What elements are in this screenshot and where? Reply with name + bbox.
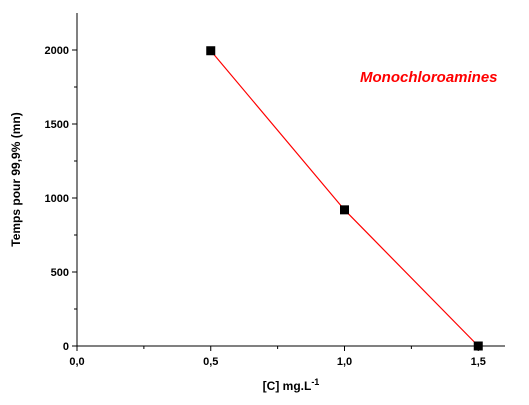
x-tick-label: 1,0 — [337, 356, 352, 368]
x-axis-title-superscript: -1 — [311, 377, 319, 387]
x-tick-label: 0,0 — [69, 356, 84, 368]
series-annotation: Monochloroamines — [360, 69, 498, 86]
series-line — [210, 50, 479, 347]
x-tick-label: 0,5 — [203, 356, 218, 368]
x-axis-title-text: [C] mg.L — [263, 379, 312, 393]
y-tick-label: 1500 — [45, 119, 69, 131]
x-tick-label: 1,5 — [471, 356, 486, 368]
y-tick-label: 2000 — [45, 45, 69, 57]
data-point-marker — [206, 46, 216, 56]
y-axis-title: Temps pour 99,9% (mn) — [9, 112, 23, 246]
x-axis-title: [C] mg.L-1 — [263, 377, 320, 393]
y-tick-label: 0 — [63, 341, 69, 353]
data-point-marker — [340, 205, 349, 215]
data-series — [206, 46, 483, 351]
y-tick-label: 500 — [51, 267, 69, 279]
axes — [76, 13, 505, 347]
ticks: 0 500 1000 1500 2000 0,0 0,5 1,0 1,5 — [45, 45, 486, 368]
y-tick-label: 1000 — [45, 193, 69, 205]
data-point-marker — [473, 341, 483, 351]
